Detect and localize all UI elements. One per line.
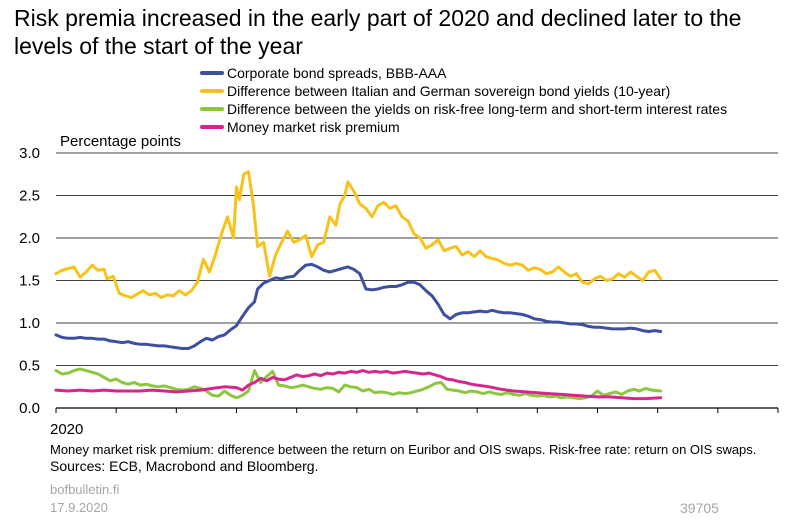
legend-label: Money market risk premium <box>227 119 400 135</box>
gridlines <box>56 152 778 409</box>
legend: Corporate bond spreads, BBB-AAA Differen… <box>200 64 727 136</box>
legend-swatch <box>200 89 224 93</box>
legend-item-money-market-premium: Money market risk premium <box>200 118 727 136</box>
y-tick-label: 1.5 <box>19 273 40 290</box>
y-axis-label: Percentage points <box>60 133 181 150</box>
chart-title: Risk premia increased in the early part … <box>14 5 742 59</box>
y-tick-label: 2.5 <box>19 188 40 205</box>
legend-label: Corporate bond spreads, BBB-AAA <box>227 65 447 81</box>
legend-swatch <box>200 125 224 129</box>
footnote-text: Money market risk premium: difference be… <box>50 442 757 457</box>
legend-swatch <box>200 71 224 75</box>
y-tick-label: 2.0 <box>19 230 40 247</box>
sources-text: Sources: ECB, Macrobond and Bloomberg. <box>50 458 319 474</box>
chart-id: 39705 <box>680 500 719 516</box>
y-tick-label: 0.0 <box>19 400 40 417</box>
series-line-2 <box>54 367 663 401</box>
legend-item-italian-german-spread: Difference between Italian and German so… <box>200 82 727 100</box>
series-line-3 <box>54 369 663 401</box>
website-label: bofbulletin.fi <box>50 482 120 497</box>
legend-item-corporate-bond-spreads: Corporate bond spreads, BBB-AAA <box>200 64 727 82</box>
series-line-0 <box>54 262 663 350</box>
x-tick-marks <box>55 408 779 413</box>
y-tick-label: 1.0 <box>19 315 40 332</box>
footnote: Money market risk premium: difference be… <box>50 442 785 475</box>
legend-swatch <box>200 107 224 111</box>
series-line-1 <box>54 170 663 299</box>
publication-date: 17.9.2020 <box>50 500 108 515</box>
y-tick-labels: 3.0 2.5 2.0 1.5 1.0 0.5 0.0 <box>19 145 40 417</box>
y-tick-label: 3.0 <box>19 145 40 162</box>
legend-label: Difference between Italian and German so… <box>227 83 671 99</box>
series-lines <box>54 170 663 401</box>
x-axis-label: 2020 <box>50 421 84 438</box>
legend-item-term-spread: Difference between the yields on risk-fr… <box>200 100 727 118</box>
y-tick-label: 0.5 <box>19 358 40 375</box>
legend-label: Difference between the yields on risk-fr… <box>227 101 728 117</box>
